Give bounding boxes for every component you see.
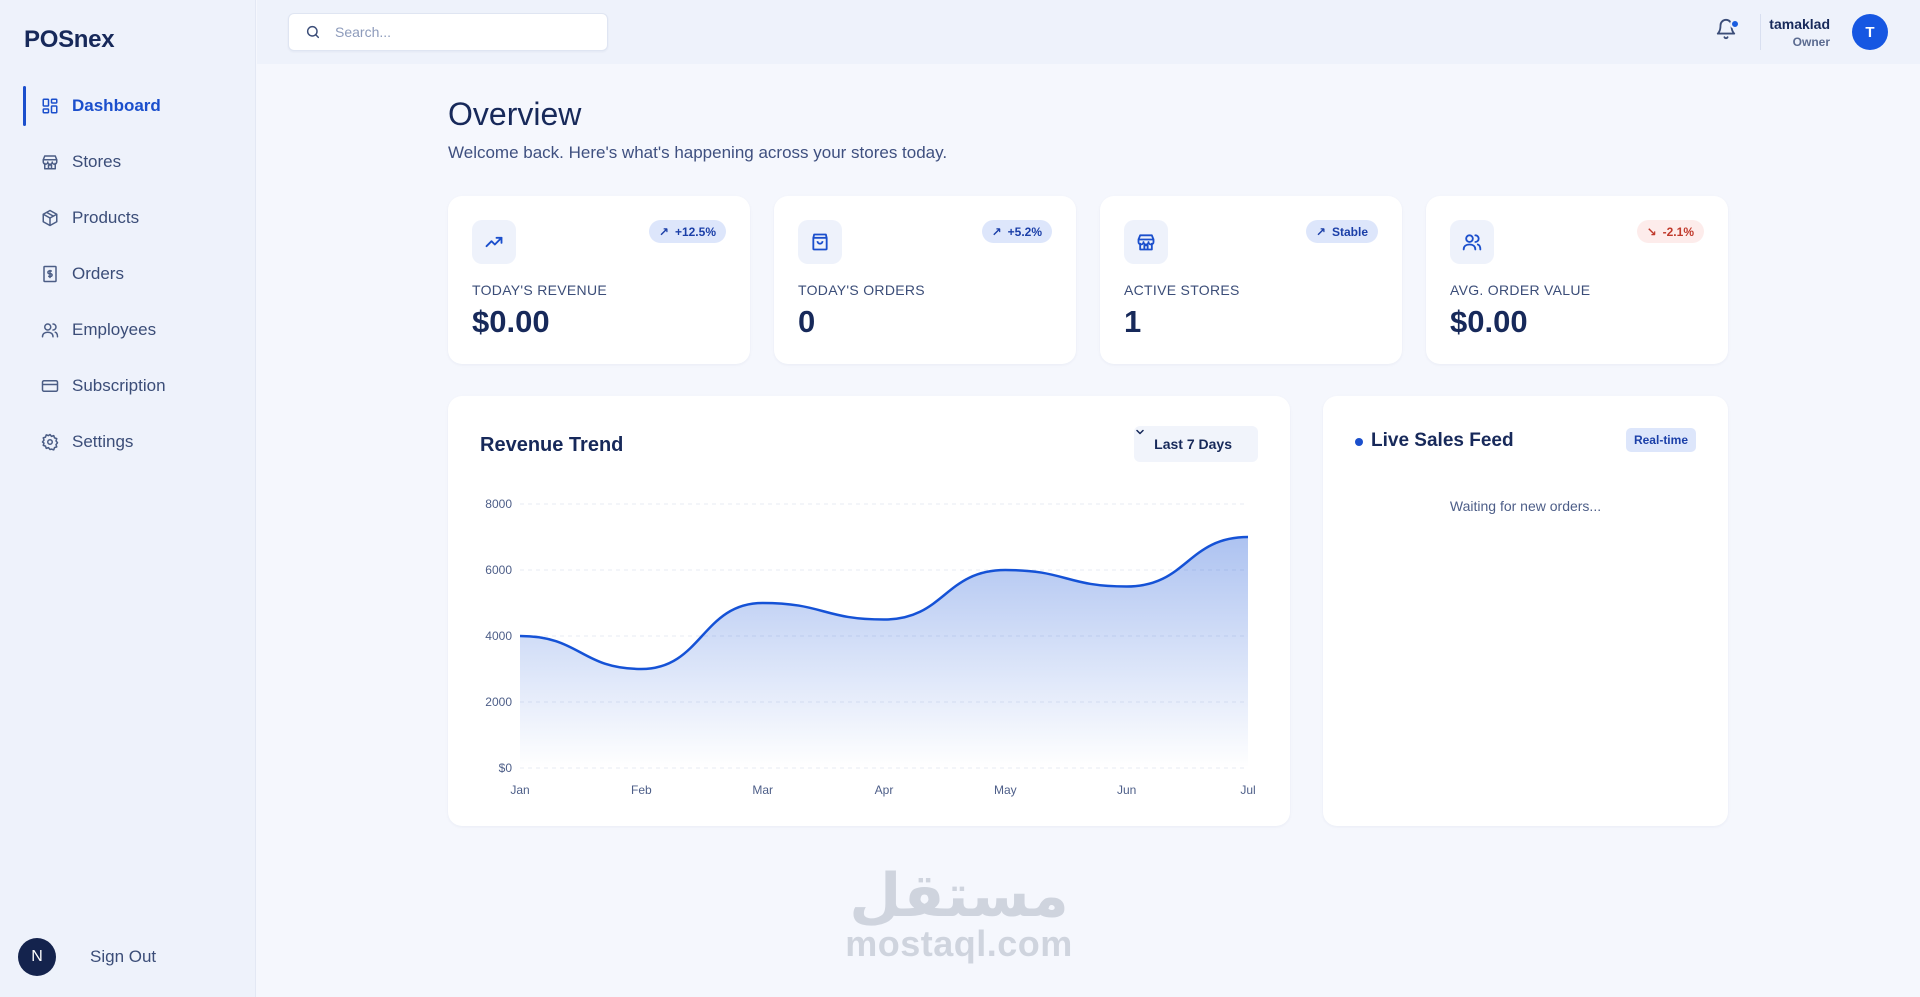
trend-badge-text: +5.2%: [1007, 224, 1042, 239]
trend-badge: ↘ -2.1%: [1636, 220, 1704, 243]
sidebar-item-label: Stores: [72, 152, 122, 171]
live-sales-feed-card: Live Sales Feed Real-time Waiting for ne…: [1323, 396, 1728, 826]
notifications-button[interactable]: [1715, 18, 1741, 44]
stat-card-orders: ↗ +5.2% TODAY'S ORDERS 0: [774, 196, 1076, 364]
receipt-icon: [40, 264, 60, 284]
avatar: N: [18, 938, 56, 976]
stat-label: TODAY'S REVENUE: [472, 282, 608, 298]
feed-title: Live Sales Feed: [1371, 430, 1514, 451]
revenue-chart: $0 2000 4000 6000 8000 Jan Feb Mar Apr May Jun Jul: [485, 497, 1255, 797]
trend-badge: ↗ +12.5%: [648, 220, 726, 243]
y-tick-label: 2000: [485, 695, 512, 709]
store-icon: [40, 152, 60, 172]
sidebar-item-orders[interactable]: Orders: [0, 254, 256, 294]
sidebar-item-label: Products: [72, 208, 140, 227]
sidebar-item-label: Dashboard: [72, 96, 161, 115]
x-tick-label: Jan: [510, 783, 529, 797]
x-tick-label: Mar: [752, 783, 773, 797]
y-tick-label: 6000: [485, 563, 512, 577]
sidebar-item-label: Orders: [72, 264, 124, 283]
revenue-area: [520, 537, 1248, 768]
sidebar-item-products[interactable]: Products: [0, 198, 256, 238]
chart-title: Revenue Trend: [480, 434, 624, 456]
shopping-bag-icon: [798, 220, 842, 264]
user-name: tamaklad: [1769, 16, 1830, 32]
watermark-arabic: مستقل: [849, 861, 1069, 931]
credit-card-icon: [40, 376, 60, 396]
stat-value: $0.00: [1450, 304, 1528, 339]
sign-out-label: Sign Out: [90, 947, 157, 966]
x-tick-label: Feb: [631, 783, 652, 797]
stat-card-avg-order: ↘ -2.1% AVG. ORDER VALUE $0.00: [1426, 196, 1728, 364]
store-icon: [1124, 220, 1168, 264]
arrow-down-right-icon: ↘: [1646, 224, 1657, 239]
users-icon: [40, 320, 60, 340]
dashboard-icon: [40, 96, 60, 116]
user-role: Owner: [1792, 35, 1830, 49]
sidebar-item-settings[interactable]: Settings: [0, 422, 256, 462]
sidebar-item-stores[interactable]: Stores: [0, 142, 256, 182]
sidebar: POSnex Dashboard Stores Products Orders: [0, 0, 256, 997]
trend-badge-text: -2.1%: [1662, 224, 1694, 239]
y-tick-label: $0: [499, 761, 513, 775]
date-range-select[interactable]: Last 7 Days: [1134, 426, 1258, 462]
feed-empty-state: Waiting for new orders...: [1449, 498, 1602, 514]
trend-badge-text: +12.5%: [674, 224, 716, 239]
arrow-up-right-icon: ↗: [658, 224, 669, 239]
x-tick-label: May: [994, 783, 1017, 797]
search-icon: [305, 24, 321, 40]
date-range-label: Last 7 Days: [1154, 436, 1232, 452]
bell-icon: [1715, 18, 1737, 40]
status-badge: Real-time: [1625, 428, 1696, 452]
trend-badge: ↗ +5.2%: [981, 220, 1052, 243]
x-tick-label: Jul: [1240, 783, 1255, 797]
sidebar-nav: Dashboard Stores Products Orders Employe…: [0, 86, 256, 478]
sidebar-item-dashboard[interactable]: Dashboard: [0, 86, 256, 126]
app-logo[interactable]: POSnex: [24, 26, 115, 53]
box-icon: [40, 208, 60, 228]
arrow-up-right-icon: ↗: [1315, 224, 1326, 239]
x-tick-label: Apr: [875, 783, 894, 797]
gear-icon: [40, 432, 60, 452]
live-indicator: [1355, 438, 1363, 446]
user-info[interactable]: tamaklad Owner: [1769, 16, 1830, 49]
stat-card-revenue: ↗ +12.5% TODAY'S REVENUE $0.00: [448, 196, 750, 364]
revenue-line: [519, 535, 1249, 671]
stat-label: TODAY'S ORDERS: [798, 282, 925, 298]
watermark: مستقل mostaql.com: [844, 866, 1074, 962]
sidebar-item-label: Employees: [72, 320, 157, 339]
sidebar-item-subscription[interactable]: Subscription: [0, 366, 256, 406]
avatar[interactable]: T: [1852, 14, 1888, 50]
trending-up-icon: [472, 220, 516, 264]
users-icon: [1450, 220, 1494, 264]
sign-out-button[interactable]: N Sign Out: [18, 938, 156, 976]
stat-value: $0.00: [472, 304, 550, 339]
page-title: Overview: [448, 96, 582, 132]
y-tick-label: 4000: [485, 629, 512, 643]
page-subtitle: Welcome back. Here's what's happening ac…: [448, 143, 948, 162]
y-tick-label: 8000: [485, 497, 512, 511]
revenue-trend-card: $0 2000 4000 6000 8000 Jan Feb Mar Apr May Jun Jul …: [448, 396, 1290, 826]
sidebar-item-label: Subscription: [72, 376, 166, 395]
trend-badge-text: Stable: [1331, 224, 1368, 239]
stat-value: 1: [1124, 304, 1142, 339]
watermark-latin: mostaql.com: [845, 923, 1073, 964]
sidebar-item-employees[interactable]: Employees: [0, 310, 256, 350]
sidebar-item-label: Settings: [72, 432, 134, 451]
search-box[interactable]: [288, 13, 608, 51]
trend-badge: ↗ Stable: [1305, 220, 1378, 243]
notification-dot: [1730, 19, 1740, 29]
stat-label: ACTIVE STORES: [1124, 282, 1240, 298]
stat-card-stores: ↗ Stable ACTIVE STORES 1: [1100, 196, 1402, 364]
arrow-up-right-icon: ↗: [991, 224, 1002, 239]
search-input[interactable]: [335, 24, 575, 40]
stat-label: AVG. ORDER VALUE: [1450, 282, 1591, 298]
header-divider: [1760, 14, 1761, 50]
x-tick-label: Jun: [1117, 783, 1136, 797]
stat-value: 0: [798, 304, 816, 339]
